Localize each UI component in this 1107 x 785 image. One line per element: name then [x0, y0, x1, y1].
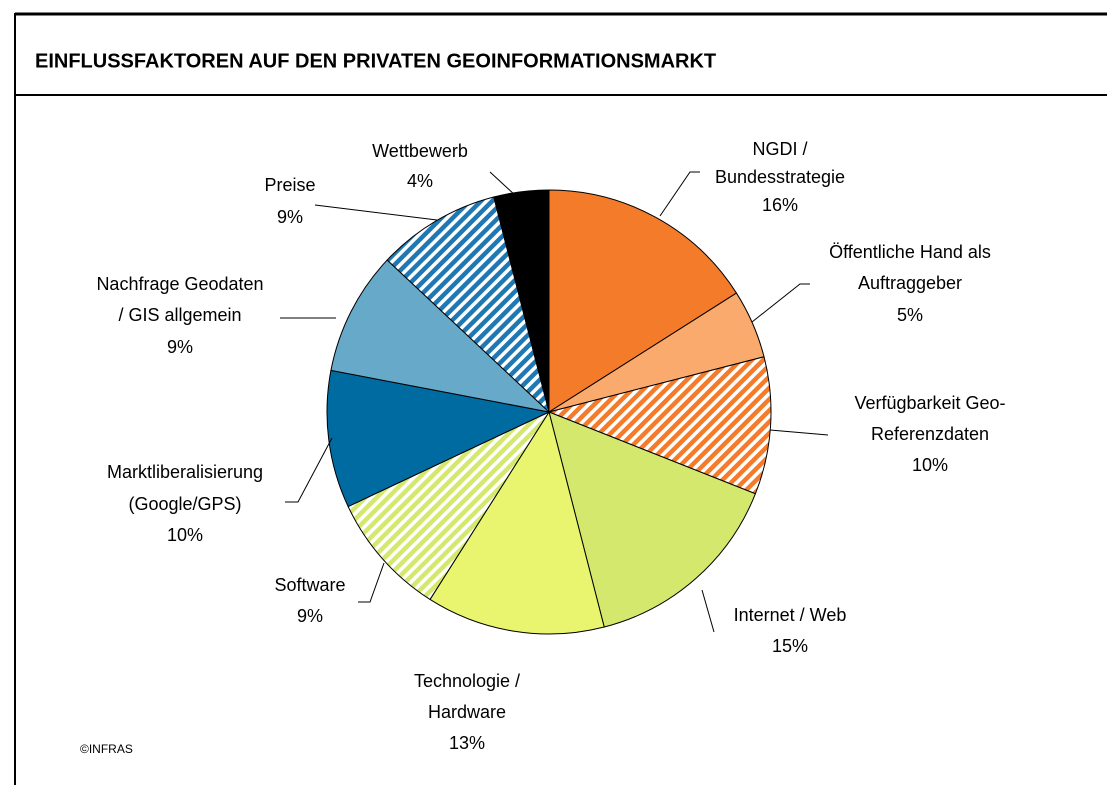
slice-label: Referenzdaten — [871, 424, 989, 444]
value-label: 13% — [449, 733, 485, 753]
value-label: 10% — [912, 455, 948, 475]
pie-slice — [493, 189, 550, 413]
value-label: 10% — [167, 525, 203, 545]
value-label: 4% — [407, 171, 433, 191]
leader-line — [285, 437, 333, 503]
slice-label: Bundesstrategie — [715, 167, 845, 187]
pie-slice — [326, 369, 551, 508]
leader-line — [701, 589, 715, 633]
pie-slice — [548, 411, 757, 628]
slice-label: Software — [274, 575, 345, 595]
slice-label: Wettbewerb — [372, 141, 468, 161]
source: ©INFRAS — [80, 742, 133, 756]
slice-label: NGDI / — [752, 139, 807, 159]
slice-label: Internet / Web — [734, 605, 847, 625]
leader-line — [659, 171, 700, 217]
value-label: 16% — [762, 195, 798, 215]
pie-slice — [548, 189, 738, 413]
slice-label: Technologie / — [414, 671, 520, 691]
slice-label: / GIS allgemein — [118, 305, 241, 325]
value-label: 9% — [277, 207, 303, 227]
pie-slice — [386, 196, 550, 414]
value-label: 15% — [772, 636, 808, 656]
leader-line — [751, 283, 810, 323]
slice-label: Auftraggeber — [858, 273, 962, 293]
value-label: 9% — [167, 337, 193, 357]
slice-label: Öffentliche Hand als — [829, 242, 991, 262]
slice-label: Verfügbarkeit Geo- — [854, 393, 1005, 413]
slice-label: Hardware — [428, 702, 506, 722]
chart-title: EINFLUSSFAKTOREN AUF DEN PRIVATEN GEOINF… — [35, 50, 716, 72]
leader-line — [769, 429, 829, 436]
leader-line — [314, 204, 438, 221]
slice-label: Nachfrage Geodaten — [96, 274, 263, 294]
slice-label: Preise — [264, 175, 315, 195]
leader-line — [489, 171, 517, 197]
pie-slice — [330, 259, 551, 413]
value-label: 5% — [897, 305, 923, 325]
slice-label: (Google/GPS) — [128, 494, 241, 514]
leader-line — [358, 562, 385, 603]
pie-slice — [429, 410, 605, 635]
slice-label: Marktliberalisierung — [107, 462, 263, 482]
pie-slice — [547, 356, 772, 495]
value-label: 9% — [297, 606, 323, 626]
pie-slice — [347, 410, 551, 601]
